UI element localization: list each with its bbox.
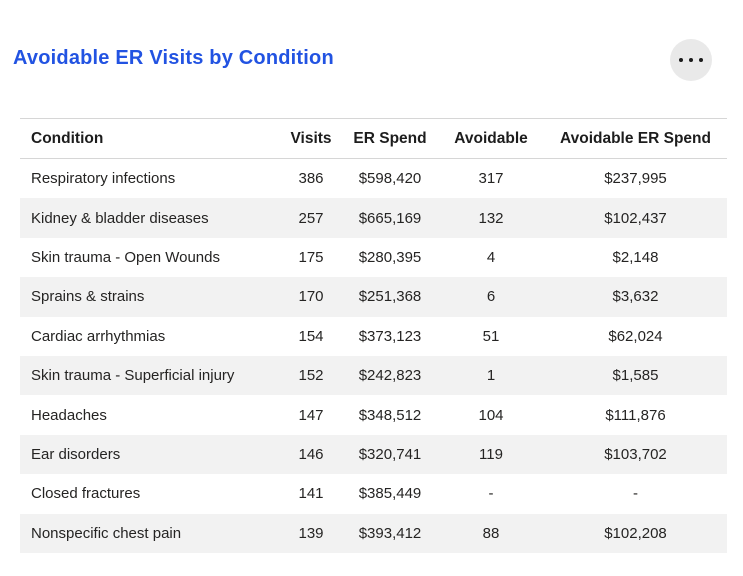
table-container: Condition Visits ER Spend Avoidable Avoi… bbox=[20, 118, 727, 553]
cell-avoidable: 119 bbox=[479, 445, 503, 463]
cell-avoidable: 88 bbox=[482, 524, 500, 542]
cell-avoidable: 51 bbox=[482, 327, 500, 345]
er-visits-table: Condition Visits ER Spend Avoidable Avoi… bbox=[20, 118, 727, 553]
cell-er-spend: $251,368 bbox=[358, 288, 422, 306]
cell-er-spend: $598,420 bbox=[358, 170, 422, 188]
cell-visits: 175 bbox=[298, 248, 324, 266]
cell-condition: Nonspecific chest pain bbox=[31, 524, 182, 542]
more-options-button[interactable] bbox=[670, 39, 712, 81]
table-row[interactable]: Ear disorders 146 $320,741 119 $103,702 bbox=[20, 434, 727, 475]
cell-er-spend: $320,741 bbox=[358, 445, 422, 463]
cell-avoidable-er-spend: $62,024 bbox=[608, 327, 663, 345]
cell-visits: 139 bbox=[298, 524, 324, 542]
cell-visits: 141 bbox=[298, 485, 324, 503]
cell-avoidable-er-spend: $103,702 bbox=[604, 445, 667, 463]
cell-er-spend: $280,395 bbox=[358, 248, 422, 266]
cell-avoidable: - bbox=[488, 485, 494, 503]
widget-title: Avoidable ER Visits by Condition bbox=[13, 47, 334, 69]
cell-er-spend: $348,512 bbox=[358, 406, 422, 424]
table-row[interactable]: Skin trauma - Open Wounds 175 $280,395 4… bbox=[20, 238, 727, 277]
cell-visits: 170 bbox=[298, 288, 324, 306]
cell-avoidable-er-spend: $102,437 bbox=[604, 209, 667, 227]
cell-condition: Ear disorders bbox=[31, 445, 121, 463]
cell-condition: Cardiac arrhythmias bbox=[31, 327, 166, 345]
column-header-avoidable[interactable]: Avoidable bbox=[438, 118, 544, 159]
column-header-condition[interactable]: Condition bbox=[20, 118, 280, 159]
cell-avoidable-er-spend: $237,995 bbox=[604, 170, 667, 188]
cell-avoidable: 1 bbox=[486, 367, 496, 385]
cell-avoidable-er-spend: $3,632 bbox=[612, 288, 659, 306]
cell-er-spend: $242,823 bbox=[358, 367, 422, 385]
column-header-er-spend[interactable]: ER Spend bbox=[342, 118, 438, 159]
table-row[interactable]: Nonspecific chest pain 139 $393,412 88 $… bbox=[20, 513, 727, 553]
cell-condition: Closed fractures bbox=[31, 485, 141, 503]
cell-condition: Skin trauma - Superficial injury bbox=[31, 367, 235, 385]
cell-er-spend: $665,169 bbox=[358, 209, 422, 227]
cell-avoidable-er-spend: - bbox=[633, 485, 638, 503]
table-header-row: Condition Visits ER Spend Avoidable Avoi… bbox=[20, 118, 727, 159]
cell-avoidable: 6 bbox=[486, 288, 496, 306]
cell-visits: 152 bbox=[298, 367, 324, 385]
cell-avoidable-er-spend: $111,876 bbox=[605, 406, 666, 424]
cell-condition: Skin trauma - Open Wounds bbox=[31, 248, 220, 266]
table-row[interactable]: Headaches 147 $348,512 104 $111,876 bbox=[20, 395, 727, 434]
cell-avoidable-er-spend: $1,585 bbox=[612, 367, 659, 385]
table-row[interactable]: Closed fractures 141 $385,449 - - bbox=[20, 474, 727, 513]
column-header-avoidable-er-spend[interactable]: Avoidable ER Spend bbox=[544, 118, 727, 159]
cell-er-spend: $373,123 bbox=[358, 327, 422, 345]
cell-visits: 154 bbox=[298, 327, 324, 345]
cell-er-spend: $385,449 bbox=[358, 485, 422, 503]
column-header-visits[interactable]: Visits bbox=[280, 118, 342, 159]
table-row[interactable]: Sprains & strains 170 $251,368 6 $3,632 bbox=[20, 277, 727, 317]
cell-visits: 147 bbox=[298, 406, 324, 424]
cell-condition: Respiratory infections bbox=[31, 170, 176, 188]
cell-avoidable-er-spend: $2,148 bbox=[612, 248, 659, 266]
cell-visits: 257 bbox=[298, 209, 324, 227]
ellipsis-icon bbox=[679, 58, 703, 62]
cell-condition: Headaches bbox=[31, 406, 107, 424]
cell-er-spend: $393,412 bbox=[358, 524, 422, 542]
table-row[interactable]: Kidney & bladder diseases 257 $665,169 1… bbox=[20, 198, 727, 238]
cell-visits: 386 bbox=[298, 170, 324, 188]
cell-avoidable: 317 bbox=[478, 170, 504, 188]
table-row[interactable]: Cardiac arrhythmias 154 $373,123 51 $62,… bbox=[20, 317, 727, 356]
cell-condition: Sprains & strains bbox=[31, 288, 145, 306]
cell-avoidable-er-spend: $102,208 bbox=[604, 524, 667, 542]
table-row[interactable]: Respiratory infections 386 $598,420 317 … bbox=[20, 159, 727, 199]
cell-avoidable: 132 bbox=[478, 209, 504, 227]
cell-visits: 146 bbox=[298, 445, 324, 463]
table-row[interactable]: Skin trauma - Superficial injury 152 $24… bbox=[20, 355, 727, 396]
cell-avoidable: 104 bbox=[478, 406, 504, 424]
cell-avoidable: 4 bbox=[486, 248, 496, 266]
cell-condition: Kidney & bladder diseases bbox=[31, 209, 209, 227]
